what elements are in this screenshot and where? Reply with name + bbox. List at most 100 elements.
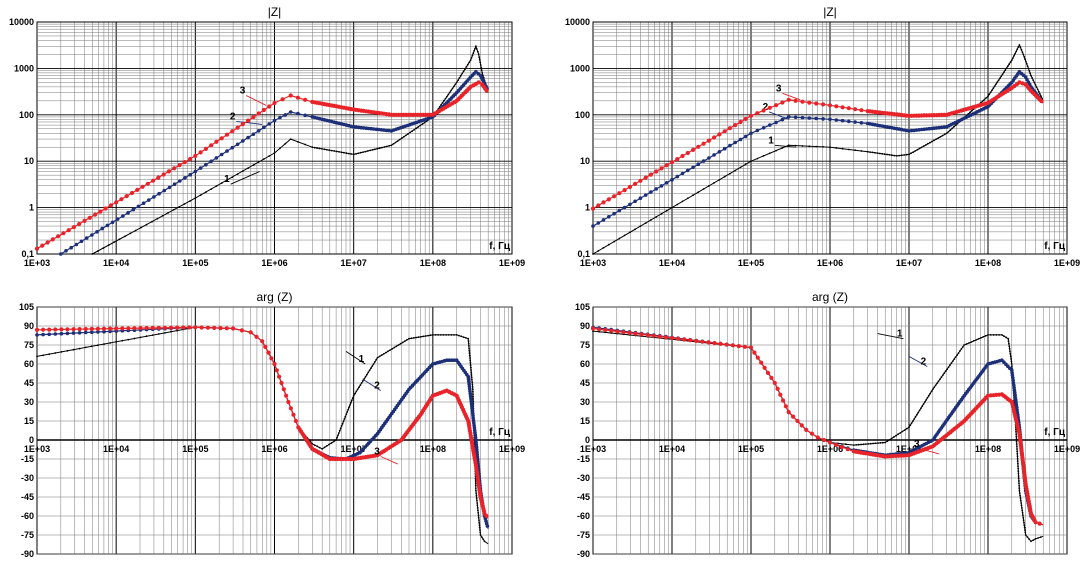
data-point: [139, 336, 142, 339]
data-point: [140, 226, 143, 229]
data-point: [381, 146, 383, 149]
data-point: [628, 202, 632, 207]
data-point: [246, 135, 250, 140]
data-point: [476, 50, 479, 53]
data-point: [251, 132, 256, 136]
data-point: [1019, 497, 1022, 499]
data-point: [1008, 347, 1011, 350]
data-point: [129, 190, 135, 196]
series-label-3: 3: [240, 86, 246, 97]
data-point: [762, 155, 765, 157]
data-point: [1023, 524, 1026, 526]
data-point: [72, 348, 75, 351]
data-point: [256, 111, 261, 116]
data-point: [220, 182, 223, 185]
data-point: [138, 326, 143, 331]
data-point: [1017, 465, 1019, 468]
data-point: [251, 115, 256, 120]
data-point: [1023, 55, 1026, 58]
data-point: [461, 72, 464, 75]
callout-leader-2: [769, 111, 789, 120]
x-tick-label: 1E+04: [659, 258, 685, 268]
data-point: [396, 140, 399, 143]
data-point: [916, 148, 919, 151]
data-point: [691, 165, 695, 170]
data-point: [925, 399, 928, 401]
data-point: [841, 147, 844, 150]
x-tick-label: 1E+07: [341, 258, 367, 268]
data-point: [131, 207, 136, 212]
data-point: [453, 85, 455, 88]
data-point: [1008, 342, 1010, 345]
data-point: [473, 50, 475, 52]
data-point: [297, 140, 299, 143]
data-point: [397, 344, 400, 346]
data-point: [601, 200, 606, 205]
data-point: [755, 128, 760, 133]
data-point: [768, 123, 772, 127]
data-point: [655, 216, 658, 218]
data-point: [772, 380, 777, 386]
data-point: [71, 225, 76, 230]
data-point: [254, 334, 259, 339]
data-point: [694, 338, 699, 344]
data-point: [920, 407, 922, 410]
data-point: [371, 149, 374, 151]
data-point: [288, 406, 293, 411]
data-point: [940, 376, 943, 379]
data-point: [105, 223, 110, 228]
series-markers-3: [34, 80, 489, 251]
y-tick-label: 15: [580, 416, 590, 426]
data-point: [929, 392, 931, 395]
data-point: [447, 358, 452, 363]
data-point: [203, 146, 208, 151]
data-point: [781, 147, 784, 149]
data-point: [470, 57, 473, 59]
data-point: [326, 148, 328, 151]
data-point: [933, 139, 935, 142]
x-tick-label: 1E+07: [341, 444, 367, 454]
data-point: [592, 330, 594, 332]
x-tick-label: 1E+04: [659, 444, 685, 454]
data-point: [876, 152, 879, 155]
data-point: [1013, 55, 1015, 57]
data-point: [478, 524, 481, 526]
data-point: [682, 337, 687, 342]
callout-leader-2: [908, 356, 928, 367]
data-point: [204, 162, 208, 167]
data-point: [1035, 86, 1038, 88]
y-tick-label: 75: [580, 340, 590, 350]
data-point: [743, 134, 748, 139]
data-point: [629, 231, 631, 234]
data-point: [41, 327, 46, 332]
data-point: [857, 443, 860, 446]
data-point: [161, 214, 164, 217]
data-point: [272, 100, 277, 106]
data-point: [890, 437, 893, 440]
data-point: [364, 375, 367, 378]
data-point: [1016, 460, 1019, 463]
data-point: [467, 337, 470, 340]
data-point: [664, 181, 669, 185]
data-point: [650, 219, 652, 221]
x-tick-label: 1E+08: [975, 258, 1001, 268]
data-point: [162, 188, 167, 193]
data-point: [1021, 507, 1023, 509]
data-point: [1022, 514, 1024, 517]
data-point: [1018, 484, 1021, 487]
data-point: [472, 390, 474, 393]
data-point: [980, 337, 982, 339]
data-point: [339, 427, 342, 430]
data-point: [470, 366, 472, 369]
y-tick-label: 90: [24, 321, 34, 331]
data-point: [469, 359, 472, 362]
data-point: [869, 151, 871, 154]
data-point: [157, 333, 160, 335]
data-point: [1024, 58, 1026, 60]
data-point: [886, 153, 888, 156]
data-point: [127, 338, 130, 341]
data-point: [1001, 73, 1004, 76]
data-point: [886, 440, 889, 443]
data-point: [359, 384, 362, 386]
data-point: [1032, 539, 1035, 541]
